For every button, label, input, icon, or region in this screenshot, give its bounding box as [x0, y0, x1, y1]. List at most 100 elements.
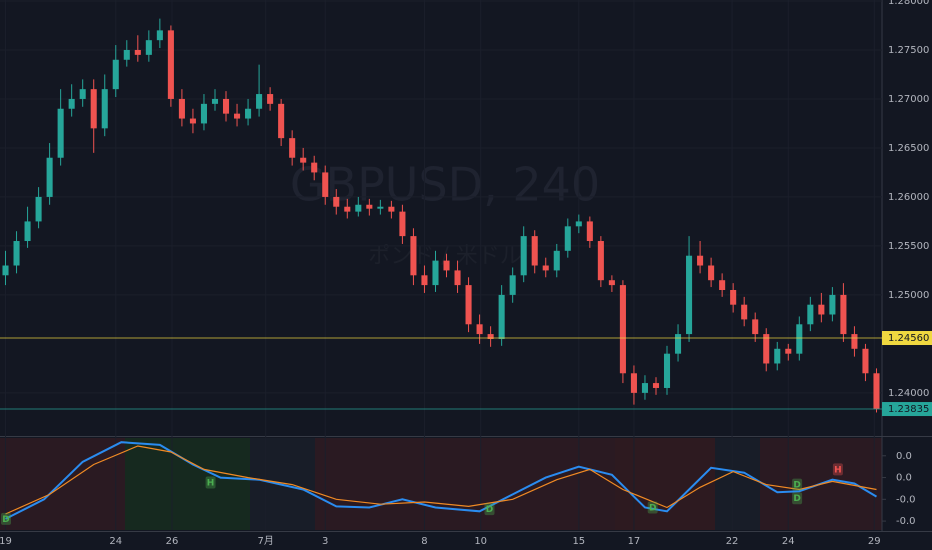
candle-body	[344, 206, 351, 212]
candle-body	[388, 206, 395, 212]
zone	[615, 438, 715, 530]
candle-body	[35, 196, 42, 222]
x-tick-label: 24	[109, 536, 122, 547]
candle-body	[774, 348, 781, 364]
candle-body	[377, 206, 384, 209]
x-tick-label: 17	[628, 536, 641, 547]
candle-body	[46, 157, 53, 197]
signal-marker	[205, 476, 216, 489]
signal-label: H	[207, 478, 215, 488]
signal-marker	[647, 501, 658, 514]
candle-body	[90, 89, 97, 129]
candle-body	[785, 348, 792, 354]
x-tick-label: 29	[868, 536, 881, 547]
candle-body	[597, 241, 604, 281]
candle-body	[807, 304, 814, 325]
zone	[125, 438, 250, 530]
candle-body	[443, 260, 450, 271]
candle-body	[862, 348, 869, 374]
candle-body	[333, 196, 340, 207]
x-tick-label: 24	[782, 536, 795, 547]
candle-body	[686, 255, 693, 335]
y-tick-label: 1.24000	[888, 388, 929, 399]
candle-body	[630, 373, 637, 393]
candle-body	[608, 280, 615, 286]
signal-label: D	[793, 494, 800, 504]
signal-label: H	[834, 465, 842, 475]
signal-marker	[792, 492, 803, 505]
candle-body	[752, 319, 759, 335]
x-tick-label: 22	[726, 536, 739, 547]
candle-body	[421, 275, 428, 286]
zone	[0, 438, 125, 530]
candle-body	[520, 236, 527, 276]
x-tick-label: 7月	[258, 535, 274, 547]
x-tick-label: 3	[322, 536, 328, 547]
candle-body	[167, 30, 174, 99]
candle-body	[410, 236, 417, 276]
candle-body	[145, 40, 152, 55]
y-tick-label: 1.26500	[888, 143, 929, 154]
candle-body	[741, 304, 748, 320]
candle-body	[123, 49, 130, 60]
candle-body	[652, 383, 660, 388]
candle-body	[829, 294, 836, 315]
y-tick-label: -0.0	[896, 516, 916, 527]
candle-body	[245, 108, 252, 119]
signal-marker	[792, 478, 803, 491]
candle-body	[134, 49, 141, 55]
candle-body	[13, 241, 20, 266]
candle-body	[796, 324, 803, 354]
candle-body	[101, 89, 108, 129]
candle-body	[575, 221, 582, 227]
candle-body	[311, 162, 318, 173]
candle-body	[719, 280, 726, 290]
oscillator-line	[5, 445, 877, 515]
candle-body	[641, 383, 648, 393]
candle-body	[234, 113, 241, 119]
candle-body	[498, 294, 505, 339]
candle-body	[289, 138, 296, 158]
candle-body	[222, 98, 230, 114]
signal-label: D	[793, 481, 800, 491]
candle-body	[366, 204, 373, 209]
candle-body	[200, 103, 207, 124]
x-tick-label: 19	[0, 536, 12, 547]
candle-body	[730, 290, 737, 305]
signal-label: D	[2, 515, 9, 525]
signal-label: D	[649, 503, 656, 513]
candle-body	[256, 94, 263, 109]
candle-body	[156, 30, 163, 41]
price-label: 1.23835	[888, 404, 929, 415]
candle-body	[663, 353, 671, 388]
y-tick-label: 1.26000	[888, 192, 929, 203]
candle-body	[531, 236, 538, 266]
x-tick-label: 10	[474, 536, 487, 547]
y-tick-label: -0.0	[896, 494, 916, 505]
price-label-box	[882, 331, 932, 346]
candle-body	[873, 373, 880, 410]
candle-body	[708, 265, 715, 281]
candle-body	[178, 98, 185, 119]
y-tick-label: 1.27500	[888, 45, 929, 56]
candle-body	[57, 108, 64, 158]
candle-body	[2, 265, 9, 276]
candle-body	[487, 334, 494, 339]
candle-body	[79, 89, 86, 99]
candle-body	[564, 226, 571, 251]
zone	[315, 438, 615, 530]
candle-body	[851, 334, 858, 349]
signal-marker	[1, 512, 11, 525]
price-label: 1.24560	[888, 333, 929, 344]
x-tick-label: 8	[421, 536, 427, 547]
candle-body	[112, 59, 119, 90]
candle-body	[432, 260, 439, 286]
candle-body	[24, 221, 31, 242]
candle-body	[189, 118, 196, 124]
candle-body	[763, 334, 770, 364]
candle-body	[355, 204, 362, 212]
candle-body	[509, 275, 516, 295]
price-label-box	[882, 402, 932, 417]
candle-body	[553, 250, 560, 271]
